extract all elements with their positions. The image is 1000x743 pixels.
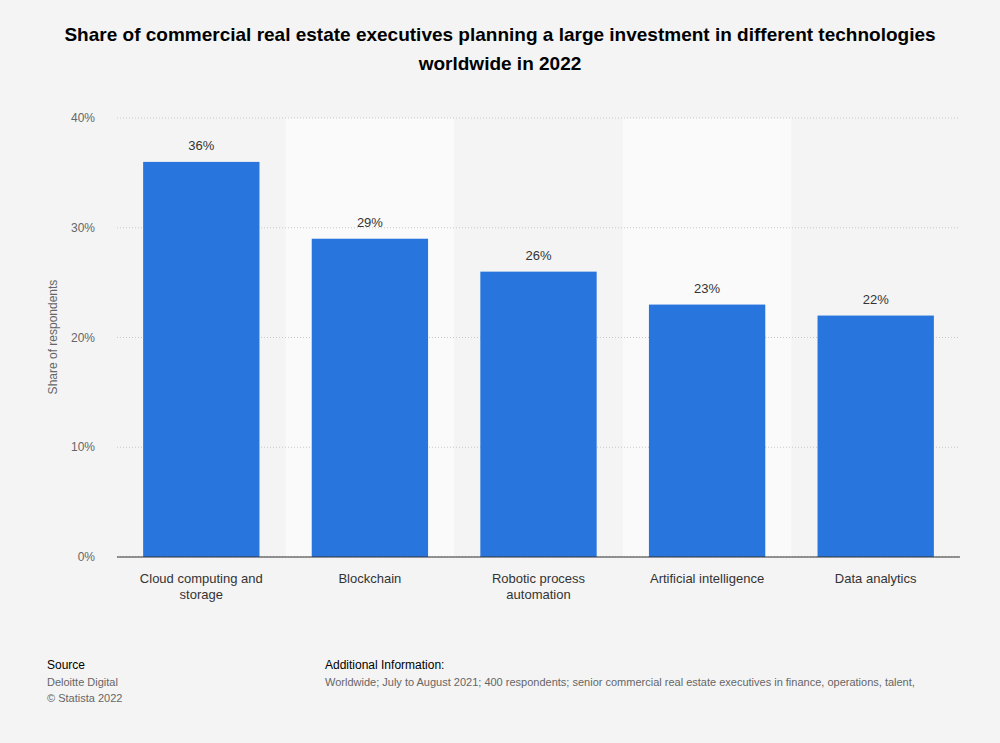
tick-label: 30% [71, 221, 95, 235]
text-line: Data analytics [835, 571, 917, 586]
text-line: Robotic process [492, 571, 586, 586]
category-label: Blockchain [338, 571, 401, 586]
data-label: 29% [357, 215, 383, 230]
x-axis [117, 557, 960, 558]
title: Share of commercial real estate executiv… [64, 24, 935, 74]
bar [143, 162, 259, 557]
grid-line [117, 118, 960, 119]
source-line: Deloitte Digital [47, 676, 118, 688]
text-line: Artificial intelligence [650, 571, 764, 586]
tick-label: 40% [71, 111, 95, 125]
data-label: 36% [188, 138, 214, 153]
category-label: Artificial intelligence [650, 571, 764, 586]
text-line: Blockchain [338, 571, 401, 586]
info-text: Worldwide; July to August 2021; 400 resp… [325, 676, 915, 688]
text-line: worldwide in 2022 [418, 53, 582, 74]
data-label: 26% [525, 248, 551, 263]
text-line: Cloud computing and [140, 571, 263, 586]
bar [480, 272, 596, 557]
bar [312, 239, 428, 557]
bar [818, 316, 934, 557]
text-line: Share of commercial real estate executiv… [64, 24, 935, 45]
tick-label: 20% [71, 331, 95, 345]
text-line: storage [180, 587, 223, 602]
bar [649, 305, 765, 557]
source-heading: Source [47, 658, 85, 672]
category-label: Cloud computing andstorage [140, 571, 263, 602]
band [286, 118, 455, 557]
tick-label: 10% [71, 440, 95, 454]
category-label: Robotic processautomation [492, 571, 586, 602]
info-heading: Additional Information: [325, 658, 444, 672]
category-label: Data analytics [835, 571, 917, 586]
background [0, 0, 1000, 743]
tick-label: 0% [78, 550, 96, 564]
text-line: Worldwide; July to August 2021; 400 resp… [325, 676, 915, 688]
grid-line [117, 557, 960, 558]
axis-label: Share of respondents [46, 280, 60, 395]
source-line: © Statista 2022 [47, 692, 122, 704]
text-line: automation [506, 587, 570, 602]
data-label: 22% [863, 292, 889, 307]
data-label: 23% [694, 281, 720, 296]
